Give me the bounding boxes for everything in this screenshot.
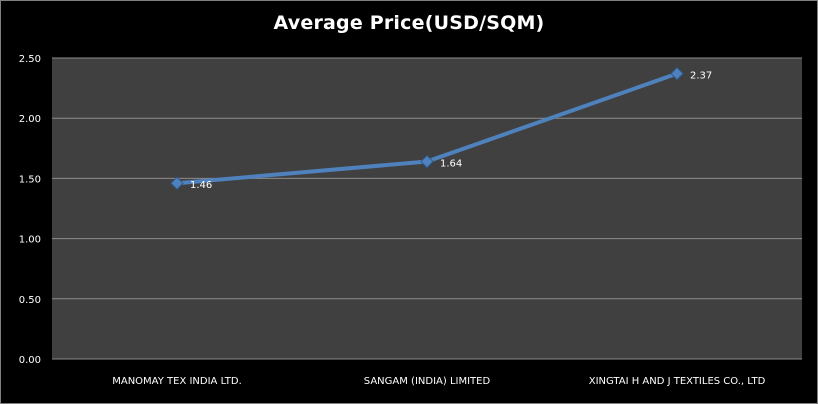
y-tick-label: 0.50	[19, 295, 41, 306]
y-axis-ticks: 0.00 0.50 1.00 1.50 2.00 2.50	[19, 54, 41, 366]
chart-title: Average Price(USD/SQM)	[273, 12, 545, 34]
plot-area	[52, 58, 802, 359]
data-point	[170, 176, 184, 190]
y-tick-label: 0.00	[19, 355, 41, 366]
x-axis-ticks: MANOMAY TEX INDIA LTD. SANGAM (INDIA) LIM…	[112, 376, 765, 387]
y-tick-label: 1.00	[19, 235, 41, 246]
data-label: 2.37	[690, 71, 712, 82]
data-point	[420, 154, 434, 169]
gridlines	[52, 57, 802, 360]
x-tick-label: MANOMAY TEX INDIA LTD.	[112, 376, 242, 387]
data-point	[670, 66, 684, 81]
x-tick-label: XINGTAI H AND J TEXTILES CO., LTD	[589, 376, 766, 387]
data-label: 1.46	[190, 180, 212, 191]
y-tick-label: 1.50	[19, 174, 41, 185]
x-tick-label: SANGAM (INDIA) LIMITED	[364, 376, 491, 387]
data-label: 1.64	[440, 159, 462, 170]
y-tick-label: 2.50	[19, 54, 41, 65]
series-group: 1.46 1.64 2.37	[170, 66, 712, 191]
y-tick-label: 2.00	[19, 114, 41, 125]
